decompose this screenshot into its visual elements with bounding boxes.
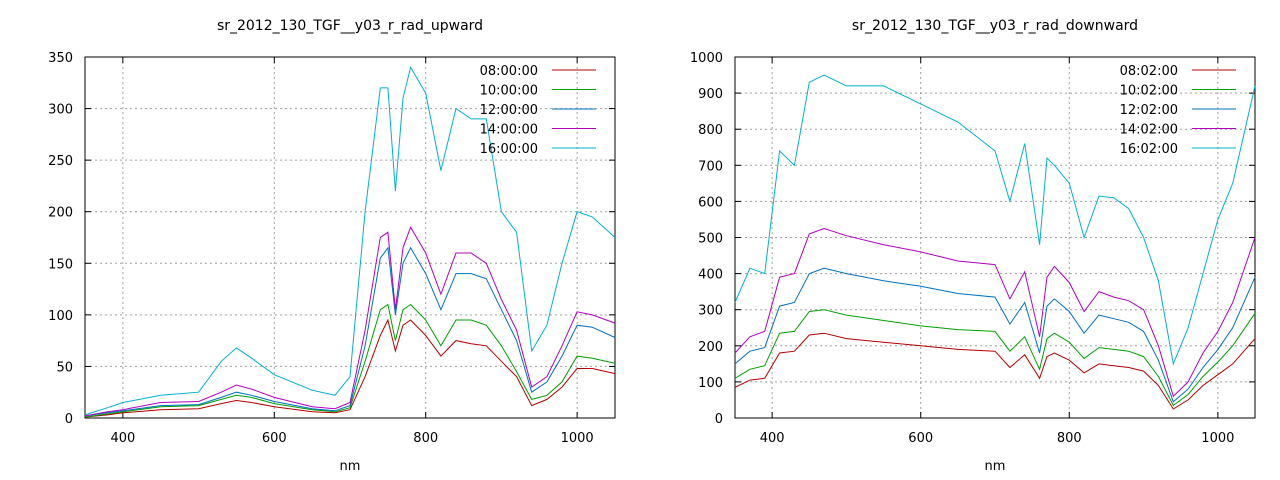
- series-line-160200: [734, 74, 1256, 366]
- series-line-160000: [84, 65, 616, 416]
- y-tick-label: 700: [698, 159, 723, 174]
- x-tick-label: 800: [1057, 431, 1082, 446]
- downward-radiance-chart: sr_2012_130_TGF__y03_r_rad_downward nm 4…: [690, 18, 1256, 474]
- x-axis-label: nm: [340, 459, 361, 474]
- x-tick-label: 1000: [561, 431, 594, 446]
- legend-label: 08:00:00: [480, 64, 538, 79]
- x-tick-label: 600: [908, 431, 933, 446]
- series-line-120000: [84, 246, 616, 417]
- series-line-120200: [734, 267, 1256, 403]
- legend-label: 16:00:00: [480, 142, 538, 157]
- legend-label: 10:02:00: [1120, 84, 1178, 99]
- x-tick-label: 800: [413, 431, 438, 446]
- y-tick-label: 1000: [690, 51, 723, 66]
- legend-label: 08:02:00: [1120, 64, 1178, 79]
- y-tick-label: 100: [48, 309, 73, 324]
- series-line-140000: [84, 226, 616, 417]
- y-tick-label: 600: [698, 195, 723, 210]
- series-line-100000: [84, 303, 616, 418]
- series-line-080200: [734, 332, 1256, 410]
- y-tick-label: 300: [698, 304, 723, 319]
- series-line-080000: [84, 318, 616, 418]
- upward-radiance-chart: sr_2012_130_TGF__y03_r_rad_upward nm 400…: [48, 18, 616, 474]
- y-tick-label: 150: [48, 257, 73, 272]
- y-tick-label: 900: [698, 87, 723, 102]
- x-axis-label: nm: [985, 459, 1006, 474]
- y-tick-label: 100: [698, 376, 723, 391]
- y-tick-label: 0: [715, 412, 723, 427]
- x-tick-label: 400: [110, 431, 135, 446]
- y-tick-label: 350: [48, 51, 73, 66]
- legend-label: 16:02:00: [1120, 142, 1178, 157]
- x-tick-label: 400: [760, 431, 785, 446]
- y-tick-label: 50: [56, 360, 73, 375]
- legend-label: 14:02:00: [1120, 123, 1178, 138]
- y-tick-label: 200: [48, 206, 73, 221]
- series-line-140200: [734, 227, 1256, 398]
- x-tick-label: 1000: [1201, 431, 1234, 446]
- legend-label: 12:00:00: [480, 103, 538, 118]
- legend-label: 14:00:00: [480, 123, 538, 138]
- x-tick-label: 600: [262, 431, 287, 446]
- y-tick-label: 400: [698, 268, 723, 283]
- series-line-100200: [734, 309, 1256, 407]
- y-tick-label: 250: [48, 154, 73, 169]
- y-tick-label: 300: [48, 103, 73, 118]
- legend-label: 10:00:00: [480, 84, 538, 99]
- chart-title: sr_2012_130_TGF__y03_r_rad_upward: [217, 18, 483, 34]
- y-tick-label: 0: [65, 412, 73, 427]
- y-tick-label: 800: [698, 123, 723, 138]
- y-tick-label: 200: [698, 340, 723, 355]
- y-tick-label: 500: [698, 232, 723, 247]
- chart-title: sr_2012_130_TGF__y03_r_rad_downward: [852, 18, 1138, 34]
- legend-label: 12:02:00: [1120, 103, 1178, 118]
